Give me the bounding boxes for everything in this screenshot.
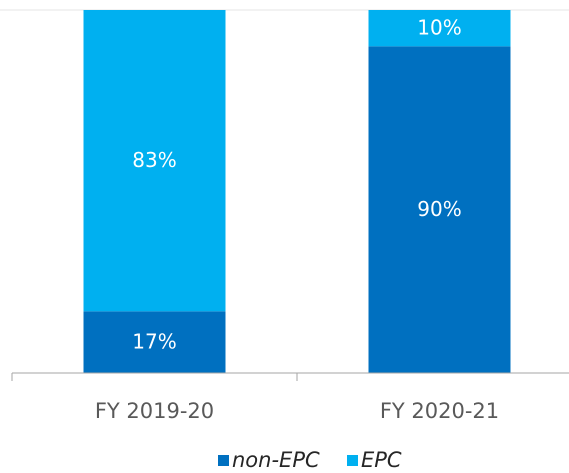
legend-label: EPC [361,448,402,472]
legend-swatch [218,455,229,466]
data-label: 17% [132,330,176,354]
bar-segment [83,311,226,373]
data-label: 90% [417,197,461,221]
x-tick-label: FY 2019-20 [95,399,214,423]
bar-segment [368,10,511,47]
legend-swatch [347,455,358,466]
bar-segment [368,46,511,374]
bar-segment [83,10,226,312]
x-tick-label: FY 2020-21 [380,399,499,423]
data-label: 10% [417,16,461,40]
legend-label: non-EPC [232,448,320,472]
data-label: 83% [132,148,176,172]
